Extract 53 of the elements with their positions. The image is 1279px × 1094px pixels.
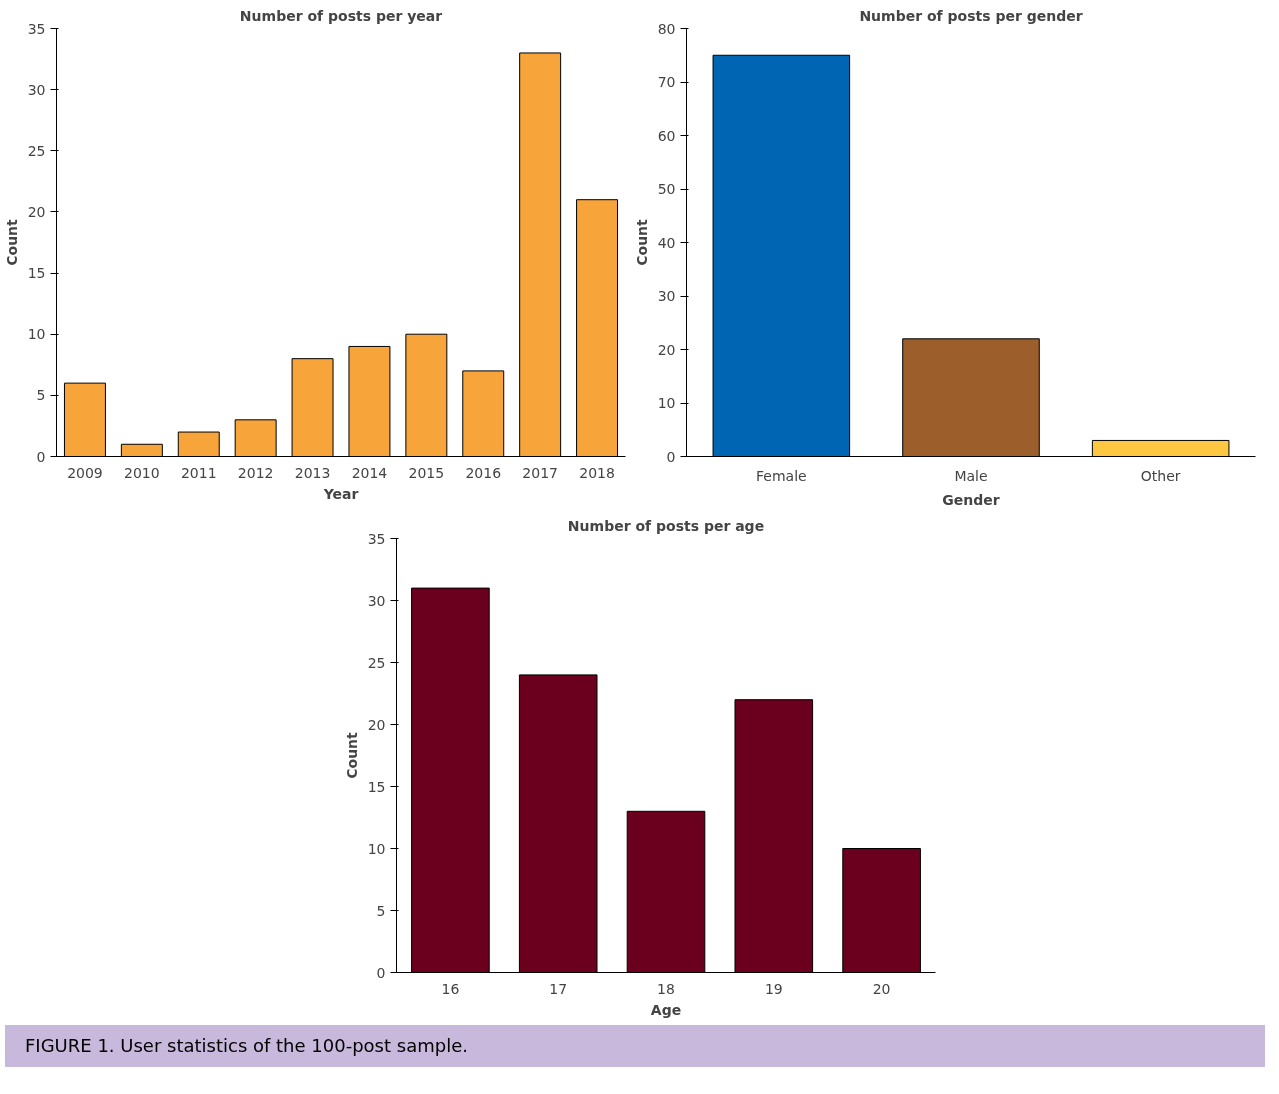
y-tick-label: 25 bbox=[367, 654, 386, 671]
y-tick-label: 35 bbox=[367, 530, 386, 547]
y-tick-label: 20 bbox=[27, 203, 46, 220]
caption: FIGURE 1. User statistics of the 100-post sample. bbox=[25, 1034, 468, 1058]
y-tick-label: 50 bbox=[657, 181, 676, 197]
y-tick-label: 60 bbox=[657, 127, 676, 144]
x-tick-label: 2014 bbox=[351, 464, 388, 481]
x-tick-label: Female bbox=[756, 467, 807, 484]
y-tick-label: 40 bbox=[657, 234, 676, 251]
chart-title: Number of posts per year bbox=[239, 7, 443, 24]
y-tick-label: 5 bbox=[36, 387, 46, 404]
x-axis-title: Gender bbox=[942, 491, 1000, 508]
y-tick-label: 10 bbox=[657, 395, 676, 411]
x-tick-label: 2011 bbox=[180, 464, 217, 481]
x-tick-label: 2013 bbox=[294, 464, 331, 481]
x-tick-label: 16 bbox=[441, 980, 460, 997]
y-tick-label: 30 bbox=[657, 288, 676, 304]
x-tick-label: Male bbox=[954, 467, 988, 484]
x-tick-label: Other bbox=[1140, 467, 1181, 484]
y-tick-label: 0 bbox=[376, 964, 386, 981]
x-tick-label: 2015 bbox=[408, 464, 445, 481]
x-tick-label: 20 bbox=[872, 980, 891, 997]
x-tick-label: 2010 bbox=[124, 464, 160, 481]
x-tick-label: 2017 bbox=[522, 464, 558, 481]
y-tick-label: 20 bbox=[367, 716, 386, 733]
x-tick-label: 19 bbox=[764, 980, 783, 997]
y-tick-label: 5 bbox=[376, 902, 386, 919]
x-tick-label: 2018 bbox=[579, 464, 615, 481]
chart-title: Number of posts per gender bbox=[859, 7, 1083, 24]
x-tick-label: 2012 bbox=[237, 464, 274, 481]
y-tick-label: 15 bbox=[367, 778, 386, 795]
y-tick-label: 30 bbox=[27, 81, 46, 98]
y-tick-label: 10 bbox=[367, 840, 386, 857]
y-tick-label: 0 bbox=[36, 448, 46, 465]
y-tick-label: 30 bbox=[367, 592, 386, 609]
x-axis-title: Year bbox=[322, 485, 359, 502]
x-tick-label: 2009 bbox=[67, 464, 103, 481]
y-axis-title: Count bbox=[343, 731, 360, 779]
y-tick-label: 15 bbox=[27, 265, 46, 282]
chart-title: Number of posts per age bbox=[567, 517, 765, 534]
x-axis-title: Age bbox=[650, 1001, 682, 1018]
y-tick-label: 25 bbox=[27, 142, 46, 159]
x-tick-label: 17 bbox=[549, 980, 568, 997]
y-axis-title: Count bbox=[633, 218, 650, 266]
y-tick-label: 80 bbox=[657, 20, 676, 37]
y-tick-label: 35 bbox=[27, 20, 46, 37]
y-tick-label: 0 bbox=[666, 448, 676, 465]
x-tick-label: 18 bbox=[657, 980, 675, 997]
y-tick-label: 10 bbox=[27, 326, 46, 343]
y-tick-label: 70 bbox=[657, 74, 676, 90]
y-axis-title: Count bbox=[3, 218, 20, 266]
y-tick-label: 20 bbox=[657, 341, 676, 358]
x-tick-label: 2016 bbox=[465, 464, 502, 481]
